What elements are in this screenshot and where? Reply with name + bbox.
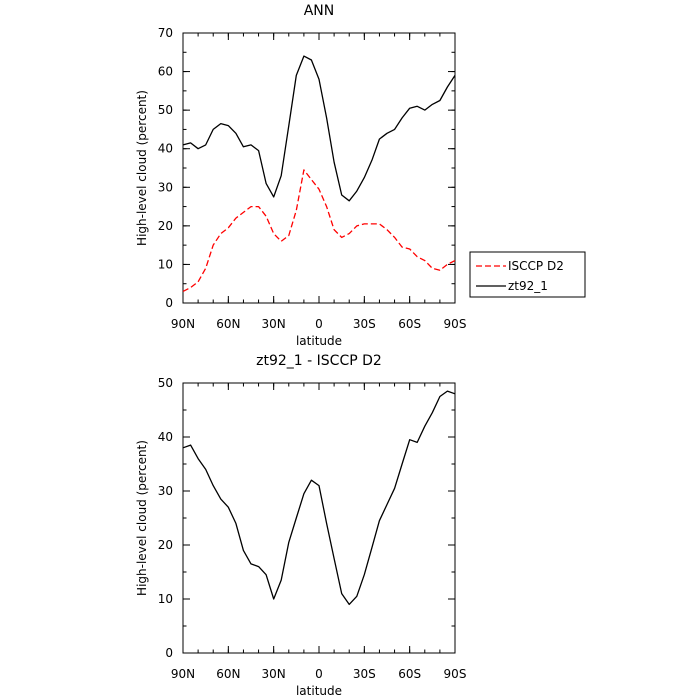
bottom-series-line-difference xyxy=(182,390,456,606)
legend-box xyxy=(469,251,586,298)
top-x-tick-label: 90S xyxy=(444,317,467,331)
top-x-tick-label: 90N xyxy=(171,317,195,331)
legend-entry-label: zt92_1 xyxy=(508,279,548,293)
bottom-x-axis-label: latitude xyxy=(296,684,342,698)
bottom-x-tick-label: 60N xyxy=(216,667,240,681)
bottom-chart-title: zt92_1 - ISCCP D2 xyxy=(256,353,382,369)
top-x-tick-label: 30N xyxy=(262,317,286,331)
top-y-tick-label: 20 xyxy=(158,219,173,233)
top-y-tick-label: 50 xyxy=(158,103,173,117)
bottom-plot-frame xyxy=(182,382,456,654)
top-x-tick-label: 60N xyxy=(216,317,240,331)
bottom-y-axis-label: High-level cloud (percent) xyxy=(135,440,149,596)
top-y-tick-label: 30 xyxy=(158,180,173,194)
top-y-tick-label: 40 xyxy=(158,142,173,156)
bottom-y-tick-label: 50 xyxy=(158,376,173,390)
bottom-y-tick-label: 30 xyxy=(158,484,173,498)
top-series-line-zt92-1 xyxy=(182,55,456,202)
bottom-x-tick-label: 90N xyxy=(171,667,195,681)
top-y-tick-label: 70 xyxy=(158,26,173,40)
top-plot-frame xyxy=(182,32,456,304)
bottom-x-tick-label: 60S xyxy=(398,667,421,681)
legend-entry-label: ISCCP D2 xyxy=(508,259,564,273)
bottom-x-tick-label: 30S xyxy=(353,667,376,681)
top-y-axis-label: High-level cloud (percent) xyxy=(135,90,149,246)
bottom-panel-difference-high-cloud: zt92_1 - ISCCP D2 90N 60N 30N 0 30S 60S 90S 0 10 2… xyxy=(135,353,466,698)
top-series-line-isccp-d2 xyxy=(182,169,456,292)
bottom-y-tick-label: 20 xyxy=(158,538,173,552)
top-x-tick-label: 60S xyxy=(398,317,421,331)
legend: ISCCP D2 zt92_1 xyxy=(469,251,586,298)
top-x-tick-label: 30S xyxy=(353,317,376,331)
bottom-x-tick-label: 30N xyxy=(262,667,286,681)
bottom-y-tick-label: 40 xyxy=(158,430,173,444)
top-panel-annual-high-cloud: ANN 90N 60N 30N 0 30S 60S 90S 0 10 20 30 40 50 60 70 lat… xyxy=(135,3,466,348)
top-y-tick-label: 0 xyxy=(165,296,173,310)
top-chart-title: ANN xyxy=(304,3,335,19)
top-y-tick-label: 10 xyxy=(158,257,173,271)
bottom-y-tick-label: 0 xyxy=(165,646,173,660)
bottom-y-tick-label: 10 xyxy=(158,592,173,606)
top-y-tick-label: 60 xyxy=(158,65,173,79)
top-x-tick-label: 0 xyxy=(315,317,323,331)
bottom-x-tick-label: 0 xyxy=(315,667,323,681)
top-x-axis-label: latitude xyxy=(296,334,342,348)
bottom-x-tick-label: 90S xyxy=(444,667,467,681)
